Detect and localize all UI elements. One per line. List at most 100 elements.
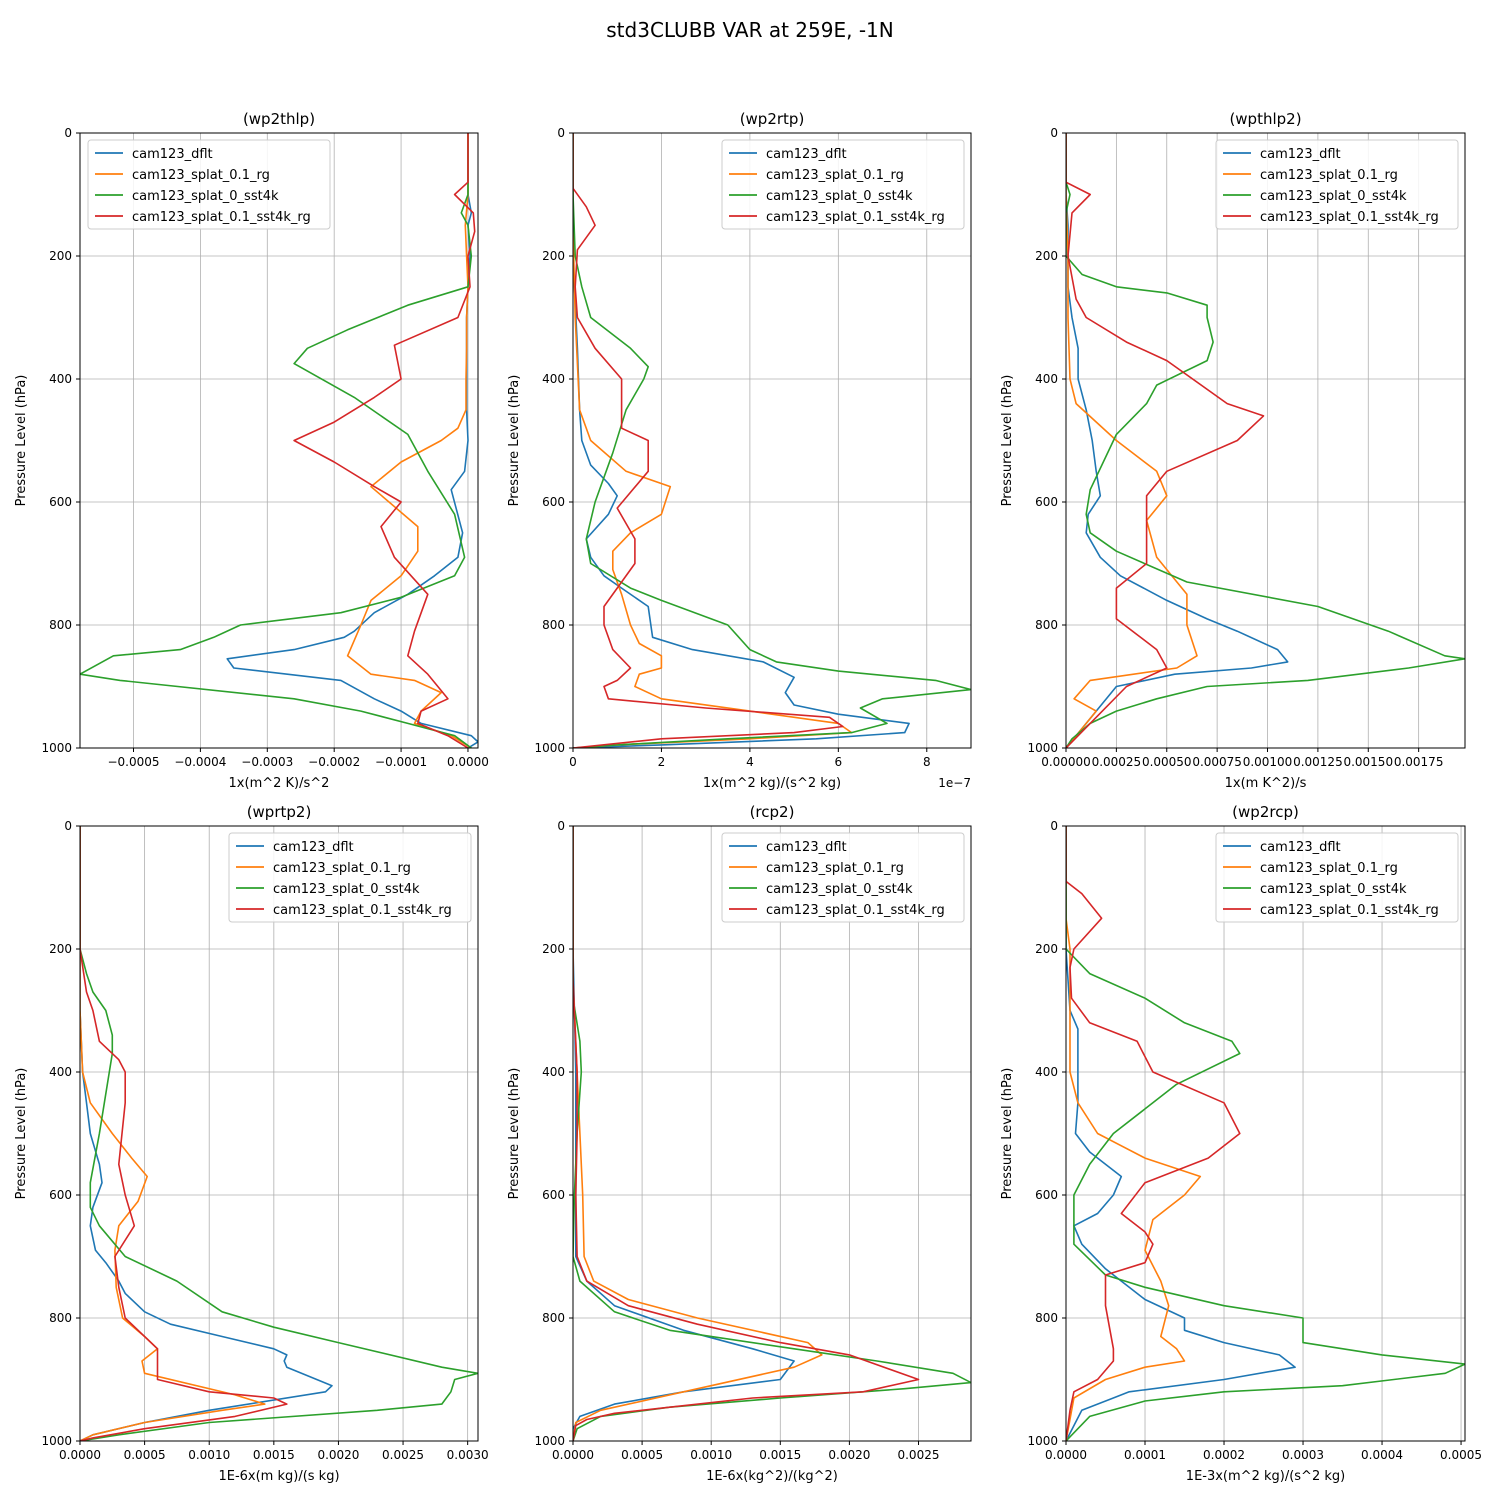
plot-frame xyxy=(79,825,479,1442)
panel-title: (wp2rtp) xyxy=(740,110,805,128)
y-tick-label: 800 xyxy=(542,618,565,632)
legend-label: cam123_splat_0.1_rg xyxy=(766,861,904,876)
legend-label: cam123_dflt xyxy=(766,147,847,162)
x-tick-label: 0.0020 xyxy=(317,1448,359,1462)
series-line-cam123_splat_0.1_sst4k_rg xyxy=(80,826,288,1441)
panel-4: 0.0000 0.0005 0.0010 0.0015 0.0020 0.0025 0 200… xyxy=(507,803,972,1484)
y-tick-label: 400 xyxy=(1035,1065,1058,1079)
legend-label: cam123_splat_0_sst4k xyxy=(1260,189,1407,204)
y-tick-label: 400 xyxy=(49,1065,72,1079)
y-tick-label: 800 xyxy=(542,1311,565,1325)
y-tick-label: 200 xyxy=(542,942,565,956)
x-tick-label: 0.00000 xyxy=(1041,755,1091,769)
x-tick-label: 0.0004 xyxy=(1361,1448,1403,1462)
legend-label: cam123_splat_0.1_rg xyxy=(132,168,270,183)
series-group xyxy=(80,826,478,1441)
x-tick-label: −0.0002 xyxy=(308,755,360,769)
x-tick-label: 2 xyxy=(658,755,666,769)
panel-title: (wprtp2) xyxy=(247,803,312,821)
legend: cam123_dflt cam123_splat_0.1_rg cam123_spl… xyxy=(1215,832,1459,923)
panels-group: −0.0005 −0.0004 −0.0003 −0.0002 −0.0001 0.000… xyxy=(14,110,1482,1484)
x-tick-label: 0.00150 xyxy=(1343,755,1393,769)
legend-label: cam123_splat_0.1_sst4k_rg xyxy=(273,903,452,918)
x-tick-label: 0.0003 xyxy=(1282,1448,1324,1462)
panel-1: 0 2 4 6 8 0 200 400 600 800 1000 (wp2rtp) 1x(m^2 kg)… xyxy=(507,110,972,791)
plot-frame xyxy=(79,132,479,749)
y-axis-label: Pressure Level (hPa) xyxy=(507,1068,522,1200)
legend-label: cam123_splat_0.1_sst4k_rg xyxy=(1260,903,1439,918)
x-tick-label: 0.00025 xyxy=(1092,755,1142,769)
x-tick-label: 8 xyxy=(923,755,931,769)
legend-box xyxy=(1215,832,1459,923)
x-offset-multiplier: 1e−7 xyxy=(938,776,971,790)
x-tick-label: 0.0000 xyxy=(59,1448,101,1462)
legend: cam123_dflt cam123_splat_0.1_rg cam123_spl… xyxy=(721,139,965,230)
x-tick-label: 0.0025 xyxy=(897,1448,939,1462)
x-tick-label: 0.0001 xyxy=(1124,1448,1166,1462)
series-line-cam123_splat_0.1_sst4k_rg xyxy=(573,133,844,748)
y-axis-label: Pressure Level (hPa) xyxy=(14,375,29,507)
panel-0: −0.0005 −0.0004 −0.0003 −0.0002 −0.0001 0.000… xyxy=(14,110,489,791)
y-tick-label: 0 xyxy=(557,819,565,833)
plot-frame xyxy=(572,825,972,1442)
x-axis-label: 1E-6x(m kg)/(s kg) xyxy=(218,1469,339,1484)
series-line-cam123_splat_0.1_sst4k_rg xyxy=(1066,133,1265,748)
y-tick-label: 0 xyxy=(64,819,72,833)
legend-label: cam123_splat_0_sst4k xyxy=(132,189,279,204)
series-group xyxy=(1066,826,1465,1441)
x-tick-label: 0.00175 xyxy=(1394,755,1444,769)
x-tick-label: 0.00075 xyxy=(1192,755,1242,769)
x-tick-label: 0.00050 xyxy=(1142,755,1192,769)
legend-label: cam123_dflt xyxy=(132,147,213,162)
legend: cam123_dflt cam123_splat_0.1_rg cam123_spl… xyxy=(87,139,331,230)
y-tick-label: 600 xyxy=(542,1188,565,1202)
x-tick-label: 0.0010 xyxy=(188,1448,230,1462)
x-tick-label: −0.0003 xyxy=(241,755,293,769)
panel-title: (wpthlp2) xyxy=(1229,110,1301,128)
y-tick-label: 800 xyxy=(49,1311,72,1325)
series-line-cam123_splat_0.1_rg xyxy=(1066,133,1198,748)
y-axis-label: Pressure Level (hPa) xyxy=(14,1068,29,1200)
legend-box xyxy=(228,832,472,923)
legend-box xyxy=(721,832,965,923)
panel-5: 0.0000 0.0001 0.0002 0.0003 0.0004 0.0005 0 200… xyxy=(1000,803,1482,1484)
x-tick-label: −0.0001 xyxy=(375,755,427,769)
y-tick-label: 1000 xyxy=(534,1434,565,1448)
y-tick-label: 200 xyxy=(49,249,72,263)
series-line-cam123_dflt xyxy=(80,826,333,1441)
legend-label: cam123_splat_0.1_rg xyxy=(1260,168,1398,183)
panel-3: 0.0000 0.0005 0.0010 0.0015 0.0020 0.0025 0.00… xyxy=(14,803,489,1484)
legend-label: cam123_splat_0.1_sst4k_rg xyxy=(766,210,945,225)
x-tick-label: 0.0010 xyxy=(690,1448,732,1462)
x-tick-label: 0.0025 xyxy=(382,1448,424,1462)
series-line-cam123_splat_0.1_rg xyxy=(1066,826,1202,1441)
legend: cam123_dflt cam123_splat_0.1_rg cam123_spl… xyxy=(1215,139,1459,230)
series-line-cam123_splat_0.1_sst4k_rg xyxy=(573,826,920,1441)
y-tick-label: 400 xyxy=(1035,372,1058,386)
series-line-cam123_splat_0_sst4k xyxy=(1066,826,1465,1441)
x-tick-label: 0.0015 xyxy=(759,1448,801,1462)
legend-label: cam123_dflt xyxy=(1260,147,1341,162)
series-line-cam123_splat_0.1_sst4k_rg xyxy=(1066,826,1241,1441)
y-tick-label: 200 xyxy=(1035,942,1058,956)
x-tick-label: 0.0005 xyxy=(1440,1448,1482,1462)
x-tick-label: 0.0005 xyxy=(621,1448,663,1462)
series-line-cam123_splat_0.1_sst4k_rg xyxy=(293,133,476,748)
y-tick-label: 1000 xyxy=(1027,741,1058,755)
y-tick-label: 400 xyxy=(49,372,72,386)
x-tick-label: −0.0004 xyxy=(174,755,226,769)
y-tick-label: 400 xyxy=(542,372,565,386)
y-tick-label: 800 xyxy=(49,618,72,632)
legend-label: cam123_splat_0.1_rg xyxy=(273,861,411,876)
legend-label: cam123_splat_0.1_rg xyxy=(766,168,904,183)
y-tick-label: 200 xyxy=(49,942,72,956)
y-tick-label: 1000 xyxy=(41,1434,72,1448)
legend-label: cam123_splat_0.1_sst4k_rg xyxy=(1260,210,1439,225)
legend-label: cam123_splat_0.1_sst4k_rg xyxy=(766,903,945,918)
y-tick-label: 600 xyxy=(49,1188,72,1202)
y-tick-label: 400 xyxy=(542,1065,565,1079)
series-line-cam123_dflt xyxy=(573,826,795,1441)
x-axis-label: 1E-6x(kg^2)/(kg^2) xyxy=(706,1469,838,1484)
legend-box xyxy=(721,139,965,230)
x-axis-label: 1x(m^2 kg)/(s^2 kg) xyxy=(703,776,841,791)
